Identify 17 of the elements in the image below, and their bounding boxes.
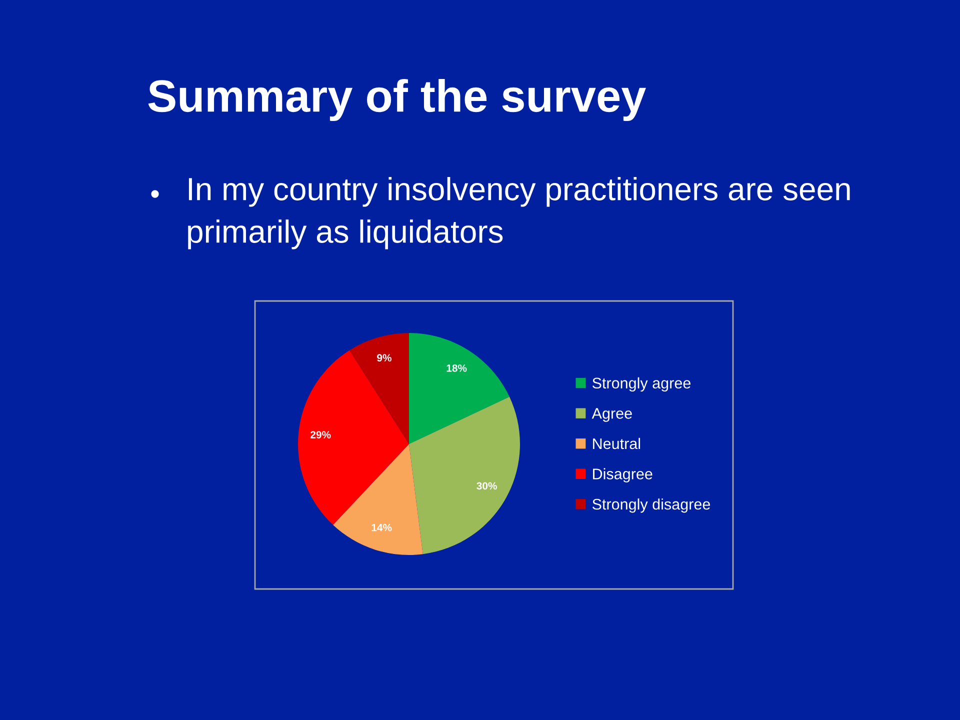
pie-slice [350,333,409,444]
data-label: 18% [446,364,467,372]
legend-label: Agree [592,408,632,422]
pie-slice [333,444,423,555]
pie-slice [298,350,409,525]
data-label: 29% [310,431,331,438]
chart-title: Summary of the survey [148,78,646,122]
pie-slice [409,333,510,444]
data-label: 14% [372,524,392,532]
data-label: 9% [377,354,392,362]
legend-label: Neutral [593,438,640,450]
pie-slice [409,396,520,554]
legend-label: Disagree [593,468,652,482]
legend-label: Strongly agree [592,377,690,392]
legend-label: Strongly disagree [592,498,710,513]
data-label: 30% [476,482,497,490]
chart-subtitle: In my country insolvency practitioners are seen primarily as liquidators [188,177,850,250]
